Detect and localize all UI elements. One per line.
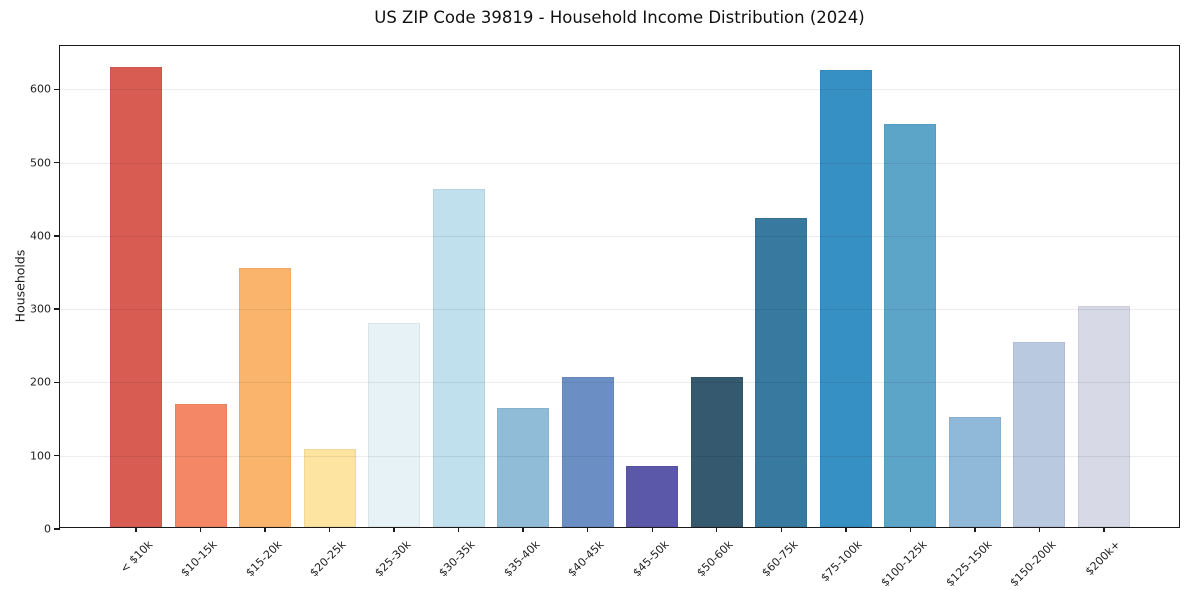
x-tick-mark-10k — [135, 527, 137, 532]
x-tick-label-10k: < $10k — [117, 538, 156, 576]
x-tick-mark-15-20k — [264, 527, 266, 532]
y-tick-label-200: 200 — [30, 375, 51, 389]
x-tick-mark-200k+ — [1103, 527, 1105, 532]
y-tick-mark-200 — [54, 381, 60, 384]
gridline-300 — [60, 309, 1179, 311]
x-tick-label-45-50k: $45-50k — [630, 538, 672, 580]
x-tick-mark-100-125k — [909, 527, 912, 532]
bar-25-30k — [368, 323, 421, 527]
plot-area: 0 100 200 300 400 500 600 < $10k $10-15k $15-20k $… — [30, 45, 1180, 589]
bar-100-125k — [884, 123, 937, 527]
x-tick-label-35-40k: $35-40k — [501, 538, 543, 580]
x-tick-mark-75-100k — [845, 527, 847, 532]
x-tick-mark-50-60k — [716, 527, 718, 532]
bar-50-60k — [690, 377, 743, 527]
bar-200k+ — [1077, 305, 1130, 527]
bar-20-25k — [303, 448, 356, 527]
x-tick-mark-40-45k — [587, 527, 589, 532]
bar-15-20k — [239, 268, 292, 527]
x-tick-label-125-150k: $125-150k — [942, 538, 995, 590]
x-tick-label-40-45k: $40-45k — [565, 538, 607, 580]
gridline-500 — [60, 162, 1179, 164]
bar-45-50k — [626, 466, 679, 527]
y-tick-mark-100 — [54, 455, 60, 457]
x-tick-label-15-20k: $15-20k — [242, 538, 285, 580]
x-tick-mark-25-30k — [393, 527, 395, 532]
x-tick-mark-30-35k — [457, 527, 460, 532]
y-tick-mark-300 — [54, 308, 60, 310]
y-tick-label-400: 400 — [30, 229, 51, 243]
x-tick-label-100-125k: $100-125k — [878, 538, 930, 590]
x-tick-mark-150-200k — [1038, 527, 1041, 532]
y-tick-label-500: 500 — [30, 156, 51, 170]
x-tick-label-200k+: $200k+ — [1083, 538, 1124, 579]
x-tick-mark-10-15k — [199, 527, 202, 532]
x-tick-label-60-75k: $60-75k — [759, 538, 801, 580]
y-tick-mark-500 — [54, 161, 60, 164]
bar-10-15k — [174, 403, 227, 527]
y-tick-label-600: 600 — [30, 82, 51, 96]
x-tick-mark-125-150k — [974, 527, 976, 532]
bar-60-75k — [755, 217, 808, 527]
y-tick-mark-400 — [54, 235, 60, 237]
x-tick-mark-20-25k — [328, 527, 331, 532]
x-tick-label-30-35k: $30-35k — [436, 538, 478, 580]
y-tick-mark-0 — [54, 528, 60, 530]
x-tick-label-20-25k: $20-25k — [307, 538, 349, 580]
bar-30-35k — [432, 189, 485, 527]
x-tick-label-25-30k: $25-30k — [372, 538, 414, 580]
x-tick-label-50-60k: $50-60k — [694, 538, 736, 580]
bar-125-150k — [948, 417, 1001, 527]
y-tick-label-100: 100 — [30, 449, 51, 463]
gridline-600 — [60, 89, 1179, 91]
y-axis-label-text: Households — [12, 249, 28, 323]
gridline-200 — [60, 382, 1179, 384]
y-tick-label-0: 0 — [44, 522, 51, 536]
gridline-100 — [60, 455, 1179, 457]
y-tick-mark-600 — [54, 88, 60, 90]
x-tick-mark-45-50k — [651, 527, 653, 532]
x-tick-mark-60-75k — [780, 527, 782, 532]
x-tick-mark-35-40k — [522, 527, 524, 532]
bar-150-200k — [1013, 342, 1066, 527]
chart-title: US ZIP Code 39819 - Household Income Dis… — [374, 8, 865, 27]
bar-35-40k — [497, 408, 550, 527]
x-tick-label-150-200k: $150-200k — [1007, 538, 1059, 590]
bar-75-100k — [819, 70, 872, 527]
y-tick-label-300: 300 — [30, 302, 51, 316]
gridline-400 — [60, 235, 1179, 237]
x-tick-label-10-15k: $10-15k — [178, 538, 220, 580]
bar-10k — [110, 66, 162, 527]
x-tick-label-75-100k: $75-100k — [818, 538, 866, 585]
bar-40-45k — [561, 376, 614, 527]
